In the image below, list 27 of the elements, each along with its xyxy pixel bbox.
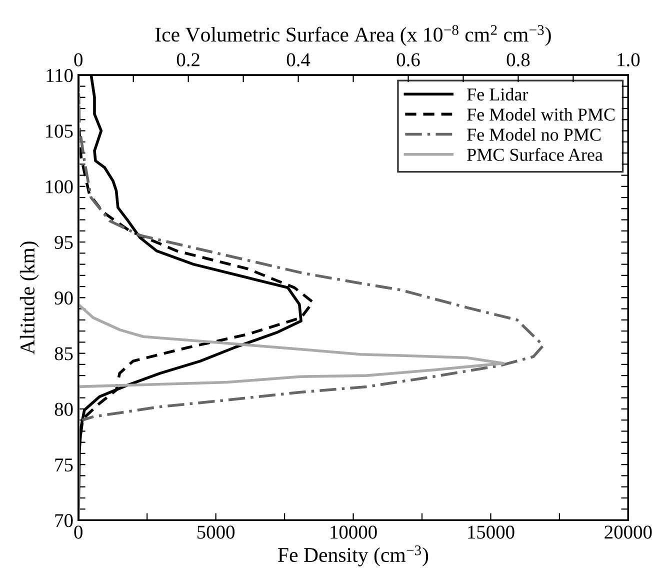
y-tick-label: 95 [54, 236, 73, 249]
y-tick-label: 85 [54, 347, 73, 360]
y-tick-label: 100 [46, 180, 73, 194]
x2-tick-label: 0.8 [506, 53, 530, 66]
y-tick-label: 90 [54, 291, 73, 305]
x-tick-label: 15000 [468, 526, 514, 539]
x2-tick-label: 1.0 [618, 53, 640, 66]
x-tick-label: 10000 [330, 526, 377, 539]
legend-label: Fe Lidar [467, 88, 528, 101]
y-axis-title: Altitude (km) [20, 242, 39, 354]
x-tick-label: 20000 [604, 526, 652, 539]
legend-label: Fe Model with PMC [467, 108, 615, 121]
x2-axis-title: Ice Volumetric Surface Area (x 10$^{−8}$ cm$^{2}$ cm$^{−3}$) [155, 25, 551, 46]
legend-label: Fe Model no PMC [467, 128, 601, 141]
y-tick-label: 105 [46, 124, 73, 138]
y-tick-label: 110 [46, 68, 73, 82]
x-tick-label: 5000 [198, 526, 235, 539]
y-tick-label: 70 [55, 514, 73, 528]
y-tick-label: 75 [55, 458, 73, 472]
x2-tick-label: 0.2 [176, 53, 200, 66]
x-axis-title: Fe Density (cm$^{−3}$) [278, 545, 428, 566]
y-tick-label: 80 [54, 402, 73, 416]
x2-tick-label: 0.6 [396, 53, 420, 66]
x-tick-label: 0 [74, 526, 82, 539]
legend-label: PMC Surface Area [467, 148, 603, 161]
x2-tick-label: 0 [74, 53, 82, 66]
x2-tick-label: 0.4 [286, 53, 310, 66]
